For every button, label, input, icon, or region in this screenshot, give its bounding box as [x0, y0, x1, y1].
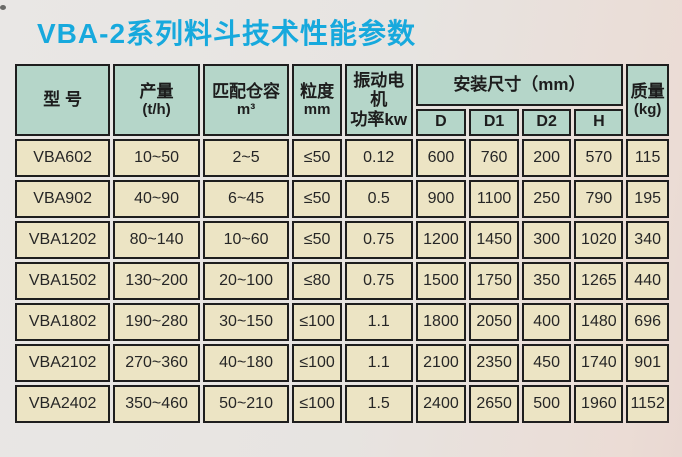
- cell-output: 40~90: [113, 180, 200, 218]
- cell-model: VBA902: [15, 180, 111, 218]
- cell-capacity: 20~100: [202, 262, 290, 300]
- cell-model: VBA1202: [15, 221, 111, 259]
- cell-d2: 300: [521, 221, 572, 259]
- cell-h: 570: [574, 139, 624, 177]
- col-header-mass: 质量 (kg): [626, 64, 669, 136]
- cell-granularity: ≤100: [292, 344, 342, 382]
- cell-d1: 2650: [469, 385, 519, 423]
- cell-motor-power: 0.75: [344, 221, 413, 259]
- cell-h: 1265: [574, 262, 624, 300]
- col-header-granularity: 粒度 mm: [292, 64, 342, 136]
- cell-d: 1200: [415, 221, 467, 259]
- scan-speck: [0, 5, 6, 10]
- cell-d: 2100: [415, 344, 467, 382]
- col-header-motor-power: 振动电机 功率kw: [344, 64, 413, 136]
- cell-h: 1740: [574, 344, 624, 382]
- cell-d: 900: [415, 180, 467, 218]
- cell-output: 270~360: [113, 344, 200, 382]
- cell-d2: 200: [521, 139, 572, 177]
- cell-h: 1960: [574, 385, 624, 423]
- table-row: VBA902 40~90 6~45 ≤50 0.5 900 1100 250 7…: [15, 180, 669, 218]
- cell-model: VBA2402: [15, 385, 111, 423]
- header-row-sub: D D1 D2 H: [15, 109, 669, 136]
- table-row: VBA1802 190~280 30~150 ≤100 1.1 1800 205…: [15, 303, 669, 341]
- cell-d: 1800: [415, 303, 467, 341]
- col-header-capacity: 匹配仓容 m³: [202, 64, 290, 136]
- cell-d2: 500: [521, 385, 572, 423]
- cell-granularity: ≤50: [292, 180, 342, 218]
- cell-model: VBA2102: [15, 344, 111, 382]
- cell-motor-power: 0.5: [344, 180, 413, 218]
- cell-d2: 400: [521, 303, 572, 341]
- cell-d2: 350: [521, 262, 572, 300]
- cell-motor-power: 0.75: [344, 262, 413, 300]
- cell-d1: 760: [469, 139, 519, 177]
- col-header-d2: D2: [521, 109, 572, 136]
- col-header-install-dims: 安装尺寸（mm）: [415, 64, 624, 106]
- cell-granularity: ≤50: [292, 221, 342, 259]
- cell-mass: 195: [626, 180, 669, 218]
- cell-output: 350~460: [113, 385, 200, 423]
- cell-capacity: 6~45: [202, 180, 290, 218]
- col-header-d1: D1: [469, 109, 519, 136]
- cell-d: 1500: [415, 262, 467, 300]
- cell-mass: 901: [626, 344, 669, 382]
- cell-motor-power: 0.12: [344, 139, 413, 177]
- cell-granularity: ≤80: [292, 262, 342, 300]
- cell-capacity: 30~150: [202, 303, 290, 341]
- table-row: VBA2102 270~360 40~180 ≤100 1.1 2100 235…: [15, 344, 669, 382]
- table-header: 型 号 产量 (t/h) 匹配仓容 m³ 粒度 mm 振动电机 功率kw 安装尺…: [15, 64, 669, 136]
- cell-capacity: 2~5: [202, 139, 290, 177]
- col-header-model-label: 型 号: [43, 90, 83, 110]
- cell-model: VBA602: [15, 139, 111, 177]
- col-header-model: 型 号: [15, 64, 111, 136]
- cell-granularity: ≤100: [292, 303, 342, 341]
- cell-d2: 450: [521, 344, 572, 382]
- table-row: VBA2402 350~460 50~210 ≤100 1.5 2400 265…: [15, 385, 669, 423]
- cell-capacity: 10~60: [202, 221, 290, 259]
- cell-capacity: 50~210: [202, 385, 290, 423]
- cell-d: 2400: [415, 385, 467, 423]
- cell-output: 80~140: [113, 221, 200, 259]
- cell-motor-power: 1.1: [344, 303, 413, 341]
- cell-output: 10~50: [113, 139, 200, 177]
- table-body: VBA602 10~50 2~5 ≤50 0.12 600 760 200 57…: [15, 139, 669, 423]
- col-header-output: 产量 (t/h): [113, 64, 200, 136]
- cell-granularity: ≤50: [292, 139, 342, 177]
- cell-d: 600: [415, 139, 467, 177]
- cell-d1: 1100: [469, 180, 519, 218]
- cell-mass: 115: [626, 139, 669, 177]
- cell-d1: 1750: [469, 262, 519, 300]
- cell-mass: 440: [626, 262, 669, 300]
- header-row-top: 型 号 产量 (t/h) 匹配仓容 m³ 粒度 mm 振动电机 功率kw 安装尺…: [15, 64, 669, 136]
- cell-d1: 1450: [469, 221, 519, 259]
- cell-output: 130~200: [113, 262, 200, 300]
- col-header-d: D: [415, 109, 467, 136]
- cell-capacity: 40~180: [202, 344, 290, 382]
- page-title: VBA-2系列料斗技术性能参数: [37, 18, 417, 49]
- cell-granularity: ≤100: [292, 385, 342, 423]
- cell-output: 190~280: [113, 303, 200, 341]
- cell-mass: 1152: [626, 385, 669, 423]
- cell-motor-power: 1.1: [344, 344, 413, 382]
- cell-d1: 2050: [469, 303, 519, 341]
- cell-h: 790: [574, 180, 624, 218]
- cell-mass: 340: [626, 221, 669, 259]
- table-row: VBA1202 80~140 10~60 ≤50 0.75 1200 1450 …: [15, 221, 669, 259]
- table-row: VBA602 10~50 2~5 ≤50 0.12 600 760 200 57…: [15, 139, 669, 177]
- cell-model: VBA1502: [15, 262, 111, 300]
- cell-h: 1480: [574, 303, 624, 341]
- cell-d2: 250: [521, 180, 572, 218]
- cell-model: VBA1802: [15, 303, 111, 341]
- cell-d1: 2350: [469, 344, 519, 382]
- cell-h: 1020: [574, 221, 624, 259]
- col-header-h: H: [574, 109, 624, 136]
- table-row: VBA1502 130~200 20~100 ≤80 0.75 1500 175…: [15, 262, 669, 300]
- cell-mass: 696: [626, 303, 669, 341]
- cell-motor-power: 1.5: [344, 385, 413, 423]
- spec-table: 型 号 产量 (t/h) 匹配仓容 m³ 粒度 mm 振动电机 功率kw 安装尺…: [12, 61, 672, 426]
